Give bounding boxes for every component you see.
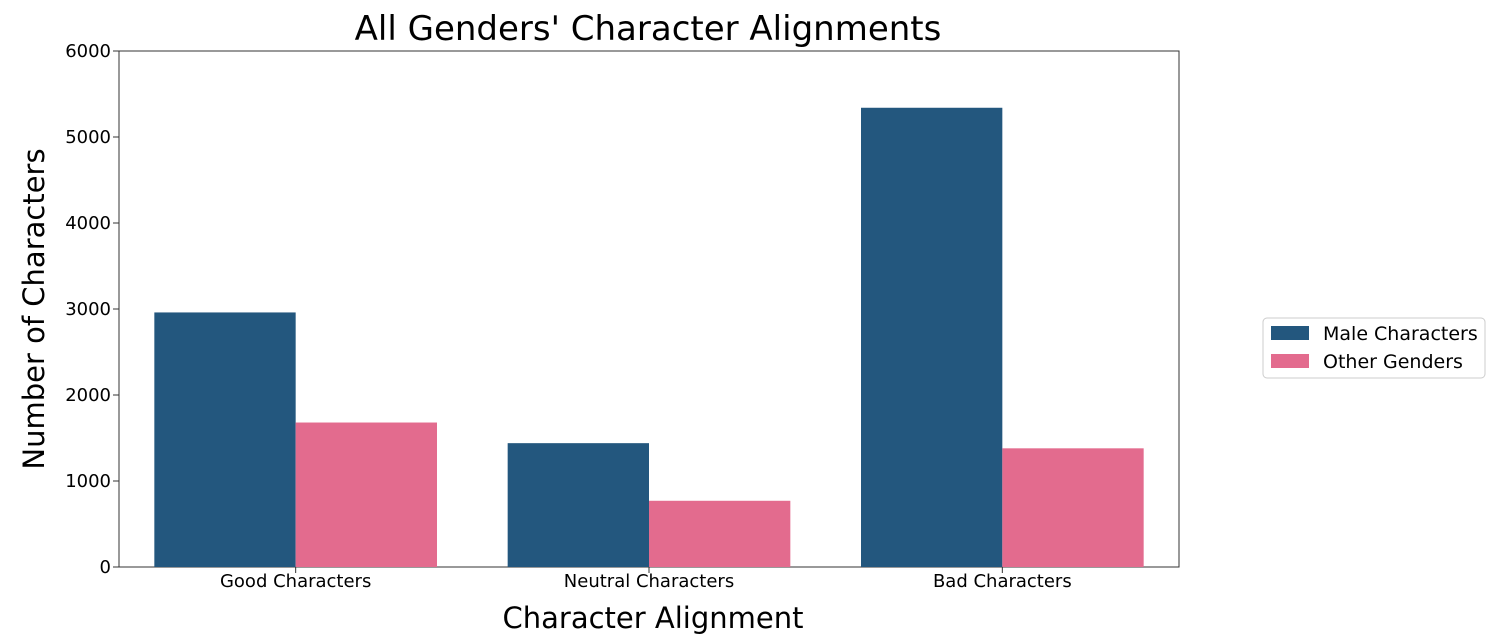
x-axis: Good Characters Neutral Characters Bad Cha… [220, 567, 1072, 592]
legend-swatch-other [1271, 354, 1309, 368]
y-tick-label: 6000 [65, 41, 111, 62]
y-tick-label: 1000 [65, 471, 111, 492]
legend-label-other: Other Genders [1323, 351, 1463, 373]
chart-title: All Genders' Character Alignments [355, 9, 942, 49]
bar-male-1 [507, 443, 649, 567]
bar-other-0 [295, 422, 437, 567]
bar-other-1 [649, 500, 791, 567]
legend-frame [1262, 317, 1486, 379]
y-axis: 0 1000 2000 3000 4000 5000 6000 [65, 41, 119, 578]
y-tick-label: 4000 [65, 213, 111, 234]
bars [154, 107, 1144, 567]
bar-male-2 [861, 107, 1003, 567]
bar-male-0 [154, 312, 296, 567]
legend: Male Characters Other Genders [1262, 317, 1486, 379]
y-tick-label: 5000 [65, 127, 111, 148]
y-tick-label: 3000 [65, 299, 111, 320]
bar-other-2 [1002, 448, 1144, 567]
x-axis-label: Character Alignment [503, 601, 804, 635]
x-tick-label: Neutral Characters [564, 571, 734, 592]
y-axis-label: Number of Characters [17, 148, 51, 469]
y-tick-label: 0 [100, 557, 111, 578]
legend-swatch-male [1271, 326, 1309, 340]
legend-label-male: Male Characters [1323, 323, 1478, 345]
x-tick-label: Bad Characters [933, 571, 1072, 592]
x-tick-label: Good Characters [220, 571, 371, 592]
y-tick-label: 2000 [65, 385, 111, 406]
